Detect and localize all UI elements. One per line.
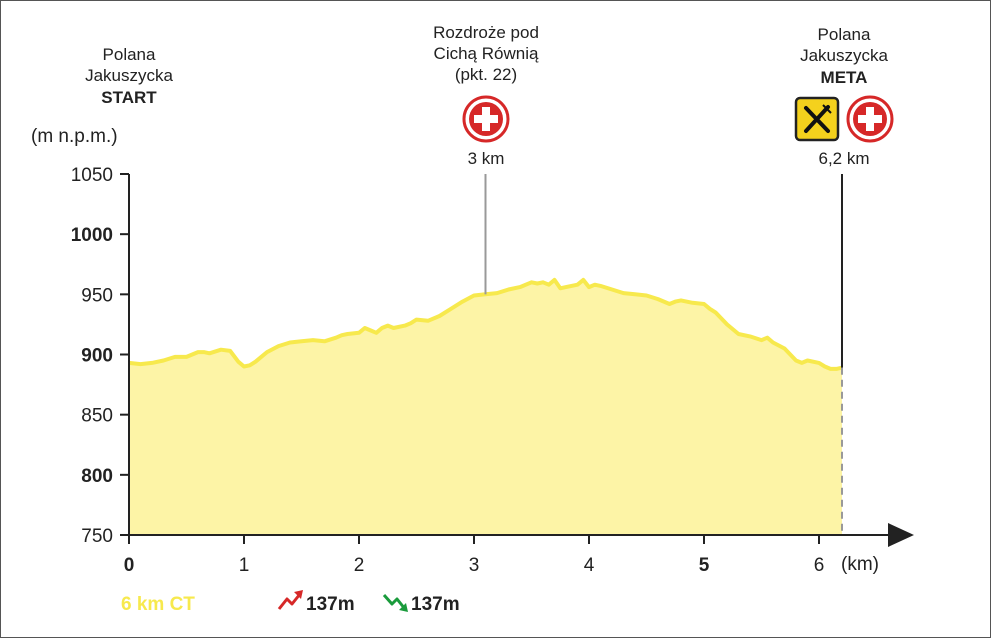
x-ticks: 0 1 2 3 4 5 6 xyxy=(124,535,825,576)
x-axis-label: (km) xyxy=(841,554,879,575)
waypoint-start-name-1: Polana xyxy=(103,45,156,64)
y-tick-label: 800 xyxy=(81,466,113,487)
legend-ascent-value: 137m xyxy=(306,594,355,615)
descent-arrow-icon xyxy=(382,594,408,612)
ascent-arrow-icon xyxy=(277,590,303,610)
waypoint-finish-role: META xyxy=(821,68,868,87)
first-aid-icon xyxy=(846,95,894,143)
waypoint-mid-distance: 3 km xyxy=(468,149,505,168)
elevation-area xyxy=(129,279,842,535)
x-tick-label: 6 xyxy=(814,555,825,576)
x-tick-label: 2 xyxy=(354,555,365,576)
first-aid-icon xyxy=(462,95,510,143)
waypoint-start-name-2: Jakuszycka xyxy=(85,66,173,85)
x-axis-arrow-icon xyxy=(888,523,914,547)
legend: 6 km CT 137m 137m xyxy=(121,590,460,615)
waypoint-mid: Rozdroże pod Cichą Równią (pkt. 22) 3 km xyxy=(433,23,539,168)
y-tick-label: 950 xyxy=(81,285,113,306)
elevation-line xyxy=(128,277,843,371)
x-tick-label: 3 xyxy=(469,555,480,576)
y-tick-label: 750 xyxy=(81,526,113,547)
waypoint-mid-name-1: Rozdroże pod xyxy=(433,23,539,42)
y-ticks: 750 800 850 900 950 1000 1050 xyxy=(71,165,129,547)
x-tick-label: 5 xyxy=(699,555,710,576)
legend-descent-value: 137m xyxy=(411,594,460,615)
y-tick-label: 850 xyxy=(81,406,113,427)
food-icon xyxy=(794,96,840,142)
waypoint-mid-name-2: Cichą Równią xyxy=(434,44,539,63)
y-tick-label: 1050 xyxy=(71,165,113,186)
y-axis-label: (m n.p.m.) xyxy=(31,126,118,147)
x-tick-label: 0 xyxy=(124,555,135,576)
y-tick-label: 900 xyxy=(81,346,113,367)
waypoint-finish-distance: 6,2 km xyxy=(818,149,869,168)
waypoint-finish: Polana Jakuszycka META 6,2 km xyxy=(794,25,894,168)
waypoint-start-role: START xyxy=(101,88,157,107)
x-tick-label: 1 xyxy=(239,555,250,576)
waypoint-finish-name-1: Polana xyxy=(818,25,871,44)
waypoint-start: Polana Jakuszycka START xyxy=(85,45,173,107)
y-tick-label: 1000 xyxy=(71,225,113,246)
waypoint-finish-name-2: Jakuszycka xyxy=(800,46,888,65)
x-tick-label: 4 xyxy=(584,555,595,576)
waypoint-mid-name-3: (pkt. 22) xyxy=(455,65,517,84)
legend-route-name: 6 km CT xyxy=(121,594,195,615)
